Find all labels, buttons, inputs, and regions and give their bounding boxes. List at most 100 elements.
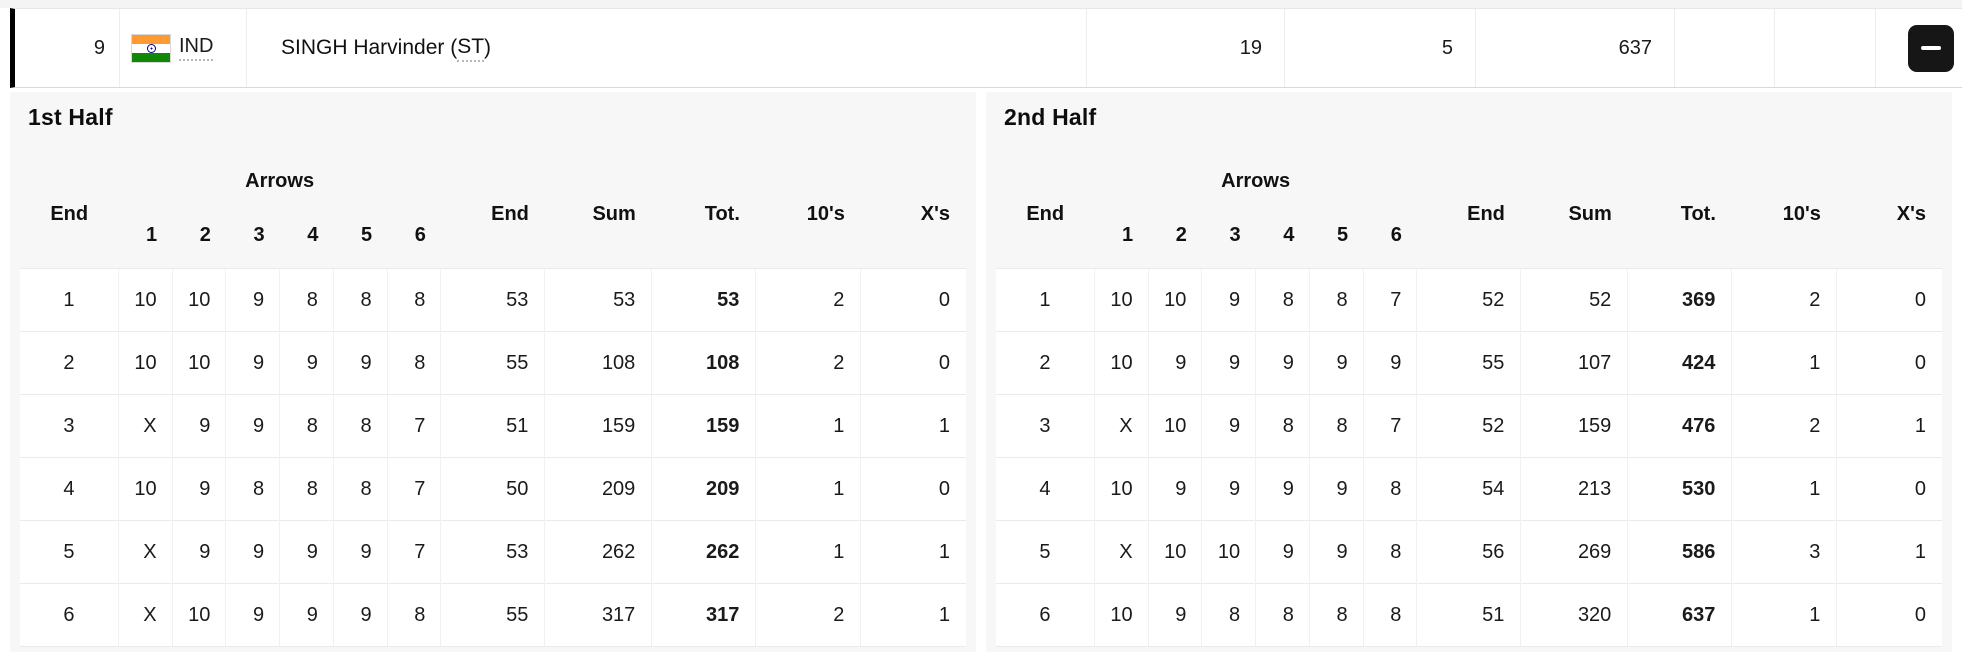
tens-cell: 1 xyxy=(755,394,861,458)
end-score-cell: 56 xyxy=(1416,520,1521,584)
athlete-actions-cell xyxy=(1875,9,1962,87)
sum-cell: 213 xyxy=(1520,457,1628,521)
arrow-score-cell: 9 xyxy=(1255,331,1310,395)
second-half-score-table: End Arrows End Sum Tot. 10's X's 1 2 3 4… xyxy=(996,160,1942,647)
arrow-score-cell: 8 xyxy=(1255,268,1310,332)
arrow-score-cell: 8 xyxy=(386,268,441,332)
athlete-summary-row[interactable]: 9 IND SINGH Harvinder (ST) 19 5 637 xyxy=(10,8,1962,88)
score-details-section: 1st Half End Arrows End Sum Tot. 10's X'… xyxy=(10,92,1952,652)
score-row: 2 10 9 9 9 9 9 55 107 424 1 0 xyxy=(996,331,1942,395)
arrow-score-cell: 9 xyxy=(1362,331,1417,395)
arrow-score-cell: 9 xyxy=(1147,331,1202,395)
col-header-end-total: End xyxy=(491,202,529,225)
end-score-cell: 55 xyxy=(440,583,545,647)
arrow-score-cell: 9 xyxy=(225,394,280,458)
xs-cell: 0 xyxy=(860,268,966,332)
arrow-col-header-5: 5 xyxy=(1336,223,1349,246)
arrow-score-cell: 10 xyxy=(1093,583,1149,647)
score-row: 2 10 10 9 9 9 8 55 108 108 2 0 xyxy=(20,331,966,395)
running-total-cell: 317 xyxy=(651,583,756,647)
tens-cell: 2 xyxy=(1731,394,1837,458)
end-number-cell: 4 xyxy=(996,457,1095,521)
tens-cell: 2 xyxy=(1731,268,1837,332)
xs-cell: 1 xyxy=(860,394,966,458)
score-row: 1 10 10 9 8 8 8 53 53 53 2 0 xyxy=(20,268,966,332)
page-top-strip xyxy=(0,0,1962,8)
arrow-score-cell: 8 xyxy=(1201,583,1256,647)
col-header-xs: X's xyxy=(1896,202,1926,225)
collapse-row-button[interactable] xyxy=(1908,24,1954,72)
arrow-col-header-3: 3 xyxy=(1229,223,1241,246)
arrow-col-header-1: 1 xyxy=(146,223,158,246)
arrow-score-cell: 10 xyxy=(1093,268,1149,332)
arrow-score-cell: 7 xyxy=(1362,394,1417,458)
arrow-score-cell: 8 xyxy=(332,394,388,458)
end-score-cell: 51 xyxy=(1416,583,1521,647)
arrow-score-cell: 9 xyxy=(1201,457,1256,521)
col-header-tens: 10's xyxy=(806,202,845,225)
arrow-score-cell: 8 xyxy=(1308,583,1364,647)
end-score-cell: 53 xyxy=(440,268,545,332)
arrow-score-cell: 10 xyxy=(117,268,173,332)
arrow-score-cell: 10 xyxy=(1093,457,1149,521)
half-title: 2nd Half xyxy=(1004,104,1097,130)
end-number-cell: 1 xyxy=(996,268,1095,332)
running-total-cell: 424 xyxy=(1627,331,1732,395)
arrow-score-cell: 9 xyxy=(1147,457,1202,521)
tens-cell: 2 xyxy=(755,331,861,395)
half-title: 1st Half xyxy=(28,104,113,130)
col-header-end: End xyxy=(1026,202,1065,225)
arrow-score-cell: X xyxy=(1093,520,1149,584)
arrow-score-cell: 8 xyxy=(1308,394,1364,458)
arrow-score-cell: 9 xyxy=(171,394,226,458)
arrow-score-cell: 10 xyxy=(1201,520,1256,584)
arrow-score-cell: 9 xyxy=(279,331,334,395)
end-number-cell: 2 xyxy=(996,331,1095,395)
first-half-score-table: End Arrows End Sum Tot. 10's X's 1 2 3 4… xyxy=(20,160,966,647)
arrow-score-cell: 9 xyxy=(332,583,388,647)
arrow-score-cell: X xyxy=(117,583,173,647)
end-number-cell: 2 xyxy=(20,331,119,395)
end-number-cell: 4 xyxy=(20,457,119,521)
sum-cell: 159 xyxy=(544,394,652,458)
xs-cell: 0 xyxy=(1836,583,1942,647)
arrow-score-cell: 10 xyxy=(171,268,226,332)
xs-cell: 1 xyxy=(1836,520,1942,584)
arrow-score-cell: 8 xyxy=(279,268,334,332)
col-header-arrows: Arrows xyxy=(245,169,315,192)
end-score-cell: 55 xyxy=(1416,331,1521,395)
running-total-cell: 637 xyxy=(1627,583,1732,647)
sum-cell: 52 xyxy=(1520,268,1628,332)
athlete-tens-total: 19 xyxy=(1086,9,1284,87)
noc-code[interactable]: IND xyxy=(179,35,214,61)
end-score-cell: 53 xyxy=(440,520,545,584)
arrow-score-cell: 8 xyxy=(1362,583,1417,647)
tens-cell: 1 xyxy=(1731,331,1837,395)
score-row: 6 10 9 8 8 8 8 51 320 637 1 0 xyxy=(996,583,1942,647)
running-total-cell: 159 xyxy=(651,394,756,458)
xs-cell: 0 xyxy=(860,457,966,521)
sum-cell: 320 xyxy=(1520,583,1628,647)
tens-cell: 1 xyxy=(1731,457,1837,521)
athlete-empty-cell-2 xyxy=(1774,9,1875,87)
running-total-cell: 586 xyxy=(1627,520,1732,584)
arrow-score-cell: X xyxy=(117,394,173,458)
athlete-rank: 9 xyxy=(93,36,105,59)
athlete-name-text: SINGH Harvinder ( xyxy=(281,36,458,59)
arrow-score-cell: 10 xyxy=(1147,394,1202,458)
arrow-score-cell: 9 xyxy=(1308,520,1364,584)
arrow-score-cell: 8 xyxy=(279,457,334,521)
arrow-score-cell: 8 xyxy=(225,457,280,521)
arrow-score-cell: 10 xyxy=(171,583,226,647)
athlete-name-close: ) xyxy=(484,36,492,59)
arrow-score-cell: 10 xyxy=(1147,268,1202,332)
running-total-cell: 209 xyxy=(651,457,756,521)
col-header-end-total: End xyxy=(1467,202,1505,225)
para-classification[interactable]: ST xyxy=(457,35,485,62)
xs-cell: 0 xyxy=(1836,268,1942,332)
arrow-col-header-2: 2 xyxy=(1175,223,1187,246)
score-row: 4 10 9 9 9 9 8 54 213 530 1 0 xyxy=(996,457,1942,521)
arrow-score-cell: 8 xyxy=(332,268,388,332)
arrow-col-header-5: 5 xyxy=(360,223,373,246)
xs-cell: 1 xyxy=(860,520,966,584)
